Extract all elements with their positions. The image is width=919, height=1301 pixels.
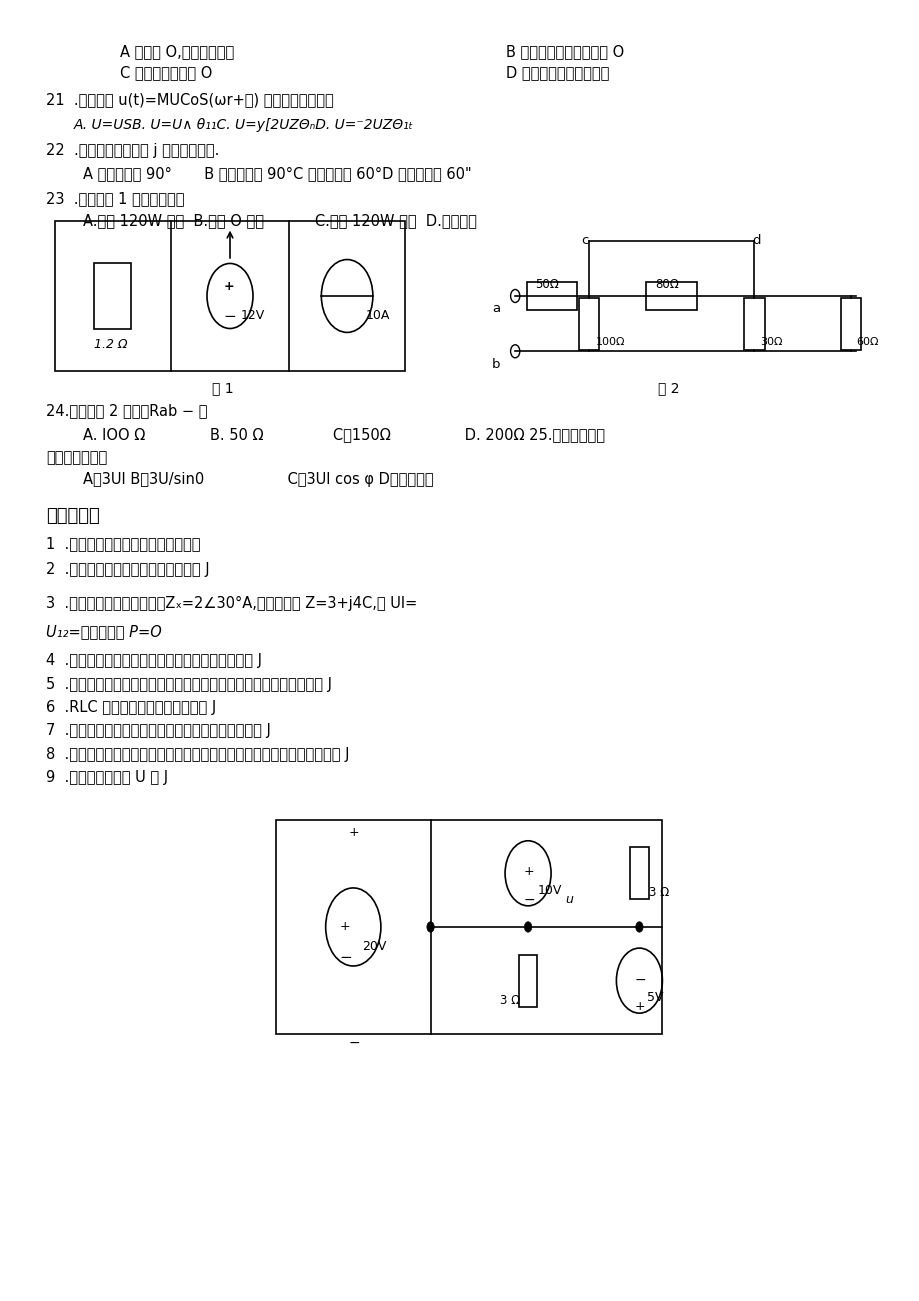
Text: 图 2: 图 2 [657, 381, 678, 396]
Circle shape [426, 921, 434, 932]
Text: +: + [339, 921, 350, 933]
Text: 24.电路如图 2 所不，Rab − 。: 24.电路如图 2 所不，Rab − 。 [46, 403, 208, 419]
Text: u: u [564, 892, 573, 905]
Text: +: + [523, 865, 534, 878]
Text: A.吸收 120W 功率  B.吸收 O 功率           C.产生 120W 功率  D.无法计算: A.吸收 120W 功率 B.吸收 O 功率 C.产生 120W 功率 D.无法… [83, 213, 476, 229]
Text: A. U=USB. U=U∧ θ₁₁C. U=y[2UZΘₙD. U=⁻2UZΘ₁ₜ: A. U=USB. U=U∧ θ₁₁C. U=y[2UZΘₙD. U=⁻2UZΘ… [74, 118, 413, 133]
Text: 23  .电路如图 1 所示，电压源: 23 .电路如图 1 所示，电压源 [46, 191, 185, 207]
Text: 3  .有一星形对称三相负载，Zₓ=2∠30°A,若每相阻抗 Z=3+j4C,则 UI=: 3 .有一星形对称三相负载，Zₓ=2∠30°A,若每相阻抗 Z=3+j4C,则 … [46, 596, 417, 611]
Text: +: + [634, 1000, 645, 1013]
Text: 10V: 10V [537, 883, 561, 896]
Text: A. IOO Ω              B. 50 Ω               C．150Ω                D. 200Ω 25.正弦交: A. IOO Ω B. 50 Ω C．150Ω D. 200Ω 25.正弦交 [83, 427, 604, 442]
Text: 的瞬时功率是。: 的瞬时功率是。 [46, 450, 108, 466]
Text: 60Ω: 60Ω [856, 337, 878, 346]
Text: −: − [223, 310, 236, 324]
Text: 4  .三相异步电动机控制电路中，热继电器的作用是 J: 4 .三相异步电动机控制电路中，热继电器的作用是 J [46, 653, 262, 669]
Text: 30Ω: 30Ω [759, 337, 781, 346]
Text: B 感抗为无穷大，容抗为 O: B 感抗为无穷大，容抗为 O [505, 44, 624, 60]
Text: a: a [492, 303, 500, 315]
Text: −: − [339, 950, 352, 965]
Text: +: + [348, 826, 359, 839]
Text: 1  .理想电流源的性质是恒保持不变。: 1 .理想电流源的性质是恒保持不变。 [46, 536, 200, 552]
Text: 3 Ω: 3 Ω [500, 994, 520, 1007]
Text: 3 Ω: 3 Ω [648, 886, 668, 899]
Text: 6  .RLC 串联电路发生谐振的条件是 J: 6 .RLC 串联电路发生谐振的条件是 J [46, 700, 216, 716]
Text: c: c [581, 234, 588, 247]
Circle shape [635, 921, 642, 932]
Text: 1.2 Ω: 1.2 Ω [95, 338, 128, 350]
Text: 50Ω: 50Ω [535, 278, 559, 290]
Circle shape [524, 921, 531, 932]
Text: 21  .正弦电压 u(t)=MUCoS(ωr+仇) 对应的相量表示为: 21 .正弦电压 u(t)=MUCoS(ωr+仇) 对应的相量表示为 [46, 92, 334, 108]
Text: d: d [752, 234, 760, 247]
Text: 100Ω: 100Ω [596, 337, 625, 346]
Text: 5V: 5V [646, 991, 663, 1004]
Circle shape [510, 345, 519, 358]
Text: 图 1: 图 1 [211, 381, 233, 396]
Text: U₁₂=、三相功率 P=O: U₁₂=、三相功率 P=O [46, 624, 162, 640]
Text: 8  .电压源与电流源相互等效变换时，电压源的电压与电流源电流的关系是 J: 8 .电压源与电流源相互等效变换时，电压源的电压与电流源电流的关系是 J [46, 747, 349, 762]
Text: 80Ω: 80Ω [654, 278, 678, 290]
Text: 9  .下图电路中电压 U 是 J: 9 .下图电路中电压 U 是 J [46, 770, 168, 786]
Text: 5  .单一电感元件的正弦交流电路中，电压相量和电流相量之间关系是 J: 5 .单一电感元件的正弦交流电路中，电压相量和电流相量之间关系是 J [46, 677, 332, 692]
Text: −: − [634, 973, 646, 987]
Text: 10A: 10A [365, 310, 390, 321]
Circle shape [510, 290, 519, 303]
Text: A 感抗为 O,容抗为无穷大: A 感抗为 O,容抗为无穷大 [119, 44, 233, 60]
Text: 12V: 12V [241, 310, 265, 321]
Text: 2  .关于换路定则，用数学公式表示是 J: 2 .关于换路定则，用数学公式表示是 J [46, 562, 210, 578]
Text: 7  .当电源电压降低时，三相异步电动机的电磁转矩将 J: 7 .当电源电压降低时，三相异步电动机的电磁转矩将 J [46, 723, 270, 739]
Text: 二、填空题: 二、填空题 [46, 507, 99, 526]
Text: 22  .任意一个相量乘以 j 相当于该相量.: 22 .任意一个相量乘以 j 相当于该相量. [46, 143, 219, 159]
Text: +: + [223, 281, 234, 293]
Text: A 逆时针旋转 90°       B 顺时针旋转 90°C 逆时针旋转 60°D 逆时针旋转 60": A 逆时针旋转 90° B 顺时针旋转 90°C 逆时针旋转 60°D 逆时针旋… [83, 167, 471, 182]
Text: D 感抗和容抗均为无穷大: D 感抗和容抗均为无穷大 [505, 65, 608, 81]
Text: −: − [523, 892, 535, 907]
Text: C 感抗和容抗均为 O: C 感抗和容抗均为 O [119, 65, 211, 81]
Text: b: b [492, 358, 500, 371]
Text: −: − [348, 1036, 360, 1050]
Text: 20V: 20V [362, 939, 386, 952]
Text: A、3UI B、3U/sin0                  C、3UI cos φ D、不是定值: A、3UI B、3U/sin0 C、3UI cos φ D、不是定值 [83, 472, 433, 488]
